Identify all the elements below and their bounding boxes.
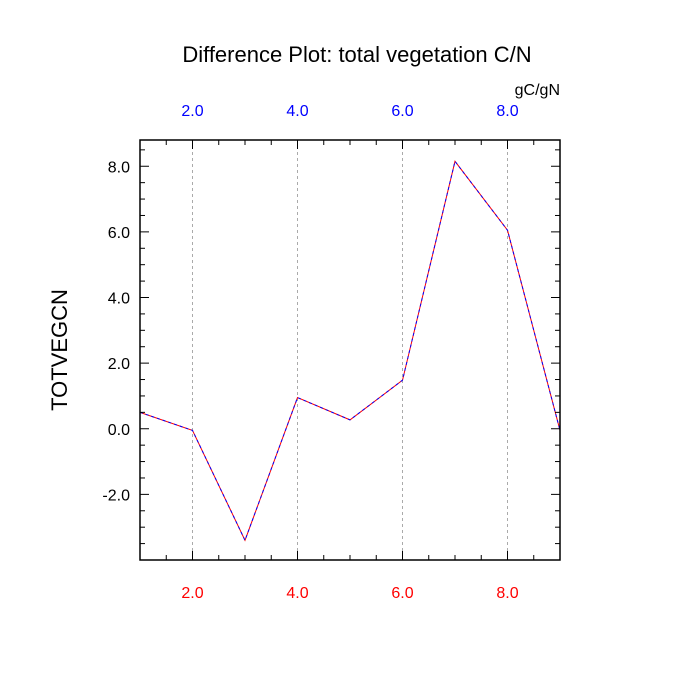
x-tick-label-top-0: 2.0 [181, 103, 203, 120]
x-tick-labels-top: 2.0 4.0 6.0 8.0 [181, 103, 518, 120]
x-tick-label-bottom-0: 2.0 [181, 585, 203, 602]
y-tick-label-4: 0.0 [108, 422, 130, 439]
series-line-0 [139, 160, 561, 542]
y-tick-label-5: -2.0 [102, 487, 130, 504]
chart-title: Difference Plot: total vegetation C/N [182, 42, 531, 67]
x-tick-label-bottom-3: 8.0 [496, 585, 518, 602]
series-group [139, 160, 561, 542]
x-tick-label-bottom-2: 6.0 [391, 585, 413, 602]
y-tick-label-1: 6.0 [108, 225, 130, 242]
grid-lines [192, 140, 508, 560]
axis-ticks [139, 140, 561, 560]
y-axis-label: TOTVEGCN [47, 289, 72, 411]
y-tick-label-3: 2.0 [108, 356, 130, 373]
y-tick-labels: 8.0 6.0 4.0 2.0 0.0 -2.0 [102, 159, 130, 504]
x-tick-labels-bottom: 2.0 4.0 6.0 8.0 [181, 585, 518, 602]
x-tick-label-top-2: 6.0 [391, 103, 413, 120]
plot-frame [139, 139, 561, 561]
y-tick-label-2: 4.0 [108, 291, 130, 308]
x-tick-label-bottom-1: 4.0 [286, 585, 308, 602]
x-tick-label-top-1: 4.0 [286, 103, 308, 120]
y-tick-label-0: 8.0 [108, 159, 130, 176]
series-line-overlay-0 [139, 160, 561, 542]
x-tick-label-top-3: 8.0 [496, 103, 518, 120]
units-label: gC/gN [515, 82, 560, 99]
